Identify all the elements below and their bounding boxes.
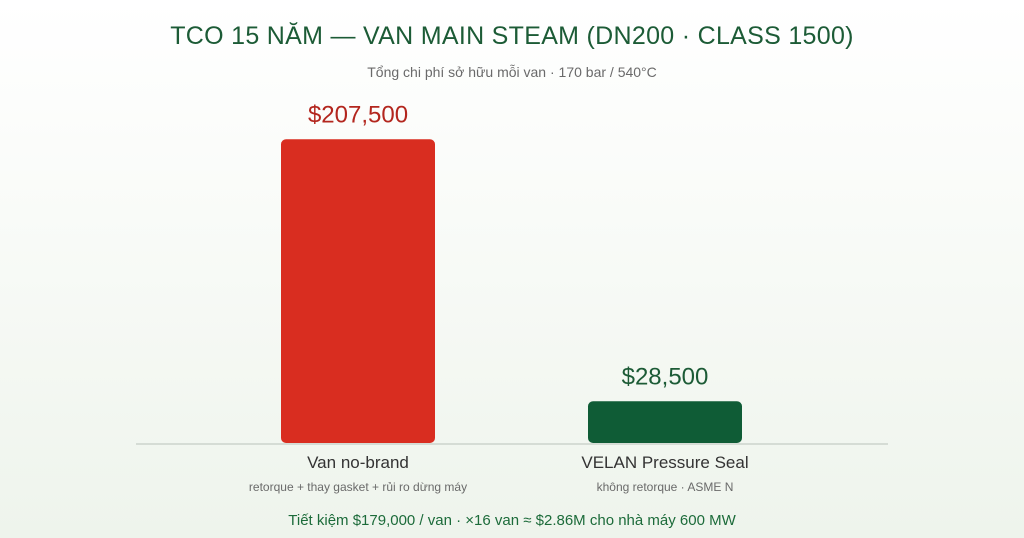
bar-2 <box>588 401 742 443</box>
bar-1 <box>281 139 435 443</box>
savings-footer: Tiết kiệm $179,000 / van · ×16 van ≈ $2.… <box>288 512 736 529</box>
category-note-1: retorque + thay gasket + rủi ro dừng máy <box>249 480 467 494</box>
category-label-1: Van no-brand <box>307 453 409 472</box>
value-label-1: $207,500 <box>308 101 408 128</box>
category-label-2: VELAN Pressure Seal <box>581 453 748 472</box>
chart-title: TCO 15 NĂM — VAN MAIN STEAM (DN200 · CLA… <box>170 22 854 50</box>
chart-subtitle: Tổng chi phí sở hữu mỗi van · 170 bar / … <box>367 64 657 80</box>
category-note-2: không retorque · ASME N <box>597 480 734 494</box>
value-label-2: $28,500 <box>622 363 709 390</box>
